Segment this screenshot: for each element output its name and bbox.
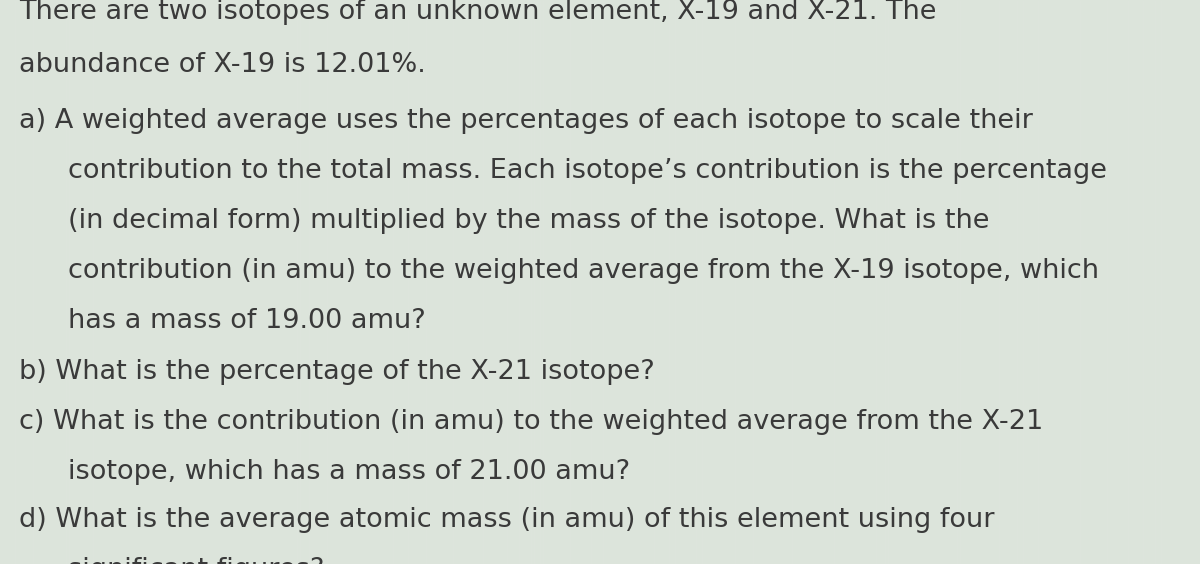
Text: has a mass of 19.00 amu?: has a mass of 19.00 amu? (68, 308, 426, 334)
Text: (in decimal form) multiplied by the mass of the isotope. What is the: (in decimal form) multiplied by the mass… (68, 208, 990, 234)
Text: contribution to the total mass. Each isotope’s contribution is the percentage: contribution to the total mass. Each iso… (68, 158, 1108, 184)
Text: contribution (in amu) to the weighted average from the X-19 isotope, which: contribution (in amu) to the weighted av… (68, 258, 1099, 284)
Text: b) What is the percentage of the X-21 isotope?: b) What is the percentage of the X-21 is… (19, 359, 655, 385)
Text: significant figures?: significant figures? (68, 557, 325, 564)
Text: There are two isotopes of an unknown element, X-19 and X-21. The: There are two isotopes of an unknown ele… (19, 0, 937, 25)
Text: a) A weighted average uses the percentages of each isotope to scale their: a) A weighted average uses the percentag… (19, 108, 1033, 134)
Text: d) What is the average atomic mass (in amu) of this element using four: d) What is the average atomic mass (in a… (19, 507, 995, 533)
Text: isotope, which has a mass of 21.00 amu?: isotope, which has a mass of 21.00 amu? (68, 459, 630, 485)
Text: abundance of X-19 is 12.01%.: abundance of X-19 is 12.01%. (19, 52, 426, 78)
Text: c) What is the contribution (in amu) to the weighted average from the X-21: c) What is the contribution (in amu) to … (19, 409, 1044, 435)
